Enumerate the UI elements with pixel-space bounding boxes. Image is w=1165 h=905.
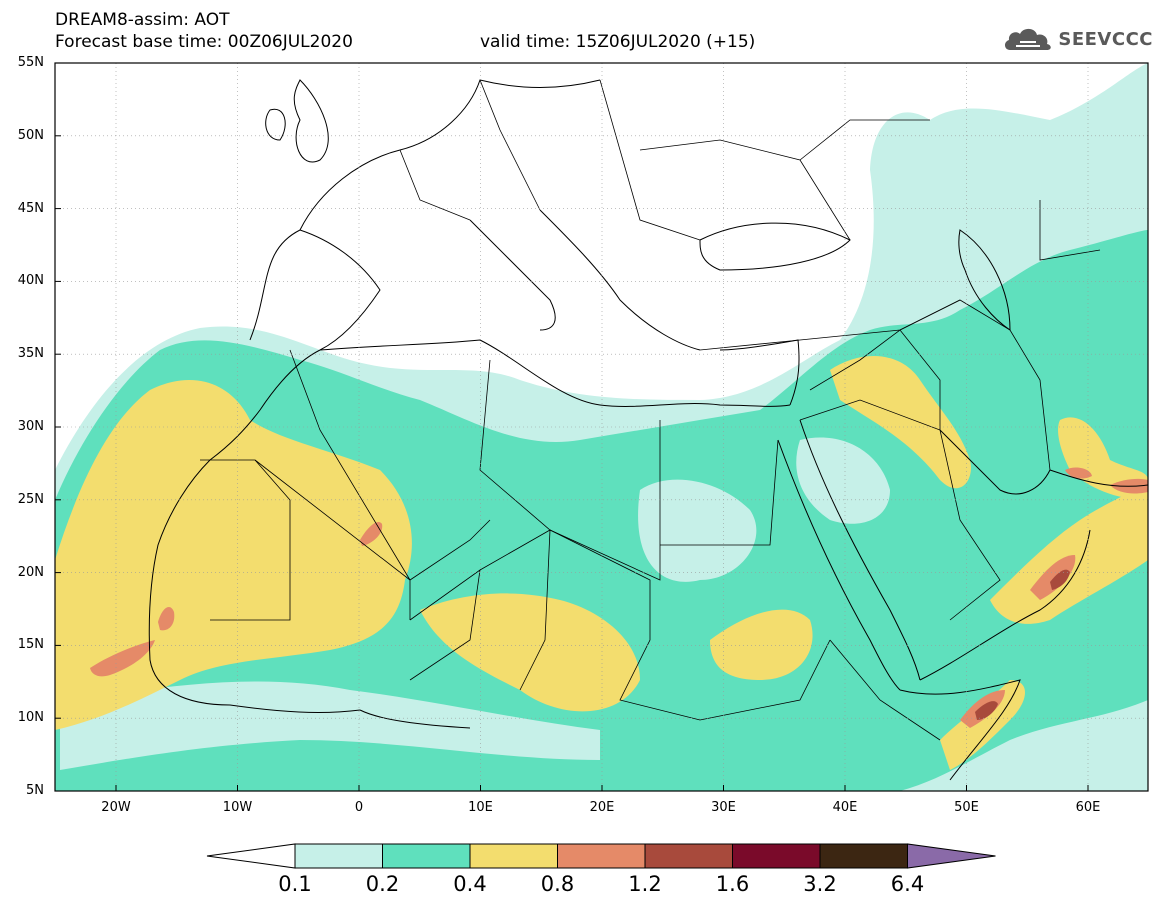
coast-north-africa bbox=[319, 339, 791, 407]
colorbar-label: 1.2 bbox=[628, 872, 662, 896]
lon-label: 40E bbox=[832, 800, 858, 815]
colorbar-label: 0.4 bbox=[453, 872, 487, 896]
aot-patch-libya bbox=[638, 479, 757, 582]
coast-italy bbox=[469, 219, 556, 331]
lat-label: 20N bbox=[17, 564, 44, 580]
coast-black-sea bbox=[699, 222, 851, 271]
lon-label: 50E bbox=[954, 800, 979, 815]
border-ethiopia bbox=[829, 639, 941, 741]
coast-ireland bbox=[265, 108, 286, 141]
aot-patch-0.8-senegal bbox=[90, 640, 155, 677]
title-line: DREAM8-assim: AOT bbox=[55, 10, 230, 30]
coastlines bbox=[148, 79, 1148, 781]
lat-label: 10N bbox=[17, 710, 44, 726]
lon-label: 10E bbox=[468, 800, 493, 815]
aot-map bbox=[54, 62, 1149, 792]
lat-label: 55N bbox=[17, 55, 44, 70]
border-turkey bbox=[699, 299, 961, 351]
border-europe-2 bbox=[479, 79, 541, 211]
lat-label: 40N bbox=[17, 273, 44, 289]
aot-patch-0.8-oman bbox=[1030, 555, 1076, 600]
lon-label: 10W bbox=[222, 800, 253, 815]
coast-iran bbox=[1049, 469, 1148, 487]
aot-patch-sahel bbox=[60, 681, 600, 770]
seevccc-logo: SEEVCCC bbox=[1002, 24, 1153, 54]
cloud-icon bbox=[1005, 28, 1052, 50]
forecast-base-time: Forecast base time: 00Z06JUL2020 bbox=[55, 32, 353, 52]
coast-red-sea bbox=[777, 439, 901, 691]
aot-patch-1.2-oman bbox=[1050, 569, 1070, 590]
borders bbox=[200, 79, 1101, 741]
border-sudan bbox=[549, 529, 831, 721]
border-chad bbox=[479, 529, 551, 691]
logo-text: SEEVCCC bbox=[1058, 28, 1153, 50]
colorbar-label: 0.8 bbox=[540, 872, 575, 896]
aot-band-0.4-somalia bbox=[940, 680, 1025, 770]
border-egypt bbox=[660, 439, 779, 546]
border-niger bbox=[409, 569, 481, 681]
lat-label: 25N bbox=[17, 491, 44, 507]
coast-west-africa bbox=[148, 349, 361, 713]
coast-balkans bbox=[539, 209, 701, 351]
coast-europe-north bbox=[299, 79, 601, 231]
aot-patch-0.8-mali bbox=[360, 521, 383, 546]
aot-band-0.4-chad bbox=[420, 593, 640, 712]
border-algeria bbox=[289, 349, 491, 581]
lon-label: 20W bbox=[101, 800, 131, 815]
border-europe-4 bbox=[639, 139, 851, 241]
lat-label: 15N bbox=[17, 637, 44, 653]
aot-patch-0.8-iran bbox=[1065, 467, 1092, 479]
border-kazakh bbox=[1039, 200, 1101, 261]
coast-caspian bbox=[958, 229, 1011, 331]
border-europe-1 bbox=[399, 149, 471, 221]
border-saudi bbox=[799, 399, 1001, 621]
lon-label: 20E bbox=[589, 800, 615, 815]
aot-patch-arabia bbox=[796, 437, 890, 524]
aot-band-0.4-iraq bbox=[830, 356, 971, 489]
aot-band-0.4-sudan bbox=[710, 609, 813, 680]
lon-label: 30E bbox=[711, 800, 736, 815]
border-europe-3 bbox=[599, 79, 701, 241]
lat-label: 35N bbox=[17, 346, 44, 362]
colorbar-label: 0.1 bbox=[278, 872, 312, 896]
colorbar-label: 6.4 bbox=[890, 872, 925, 896]
colorbar-label: 0.2 bbox=[365, 872, 400, 896]
coast-persian-gulf bbox=[939, 429, 1051, 495]
map-grid bbox=[55, 63, 1148, 791]
lat-label: 50N bbox=[17, 127, 44, 143]
colorbar-label: 3.2 bbox=[803, 872, 837, 896]
aot-patch-0.8-mauritania bbox=[158, 607, 175, 631]
border-russia bbox=[799, 119, 930, 161]
aot-patch-1.2-somalia bbox=[975, 701, 998, 720]
lat-label: 5N bbox=[26, 783, 44, 798]
aot-band-0.4-west bbox=[55, 380, 412, 730]
coast-horn bbox=[899, 679, 1021, 781]
coast-gulf-of-guinea bbox=[359, 709, 471, 729]
colorbar-label: 1.6 bbox=[715, 872, 750, 896]
aot-band-0.4-iran bbox=[1058, 417, 1148, 500]
aot-band-0.4-oman bbox=[990, 480, 1148, 624]
border-mauritania bbox=[200, 459, 291, 621]
coast-arabia-south bbox=[919, 529, 1091, 681]
coast-britain bbox=[293, 79, 329, 163]
lon-label: 0 bbox=[354, 800, 364, 815]
lon-label: 60E bbox=[1075, 800, 1101, 815]
aot-contours bbox=[55, 63, 1148, 791]
valid-time: valid time: 15Z06JUL2020 (+15) bbox=[480, 32, 756, 52]
coast-red-sea-east bbox=[799, 419, 921, 681]
lat-label: 30N bbox=[17, 419, 44, 434]
map-ticks bbox=[55, 62, 1089, 792]
lat-label: 45N bbox=[17, 200, 44, 216]
coast-iberia bbox=[249, 229, 381, 351]
